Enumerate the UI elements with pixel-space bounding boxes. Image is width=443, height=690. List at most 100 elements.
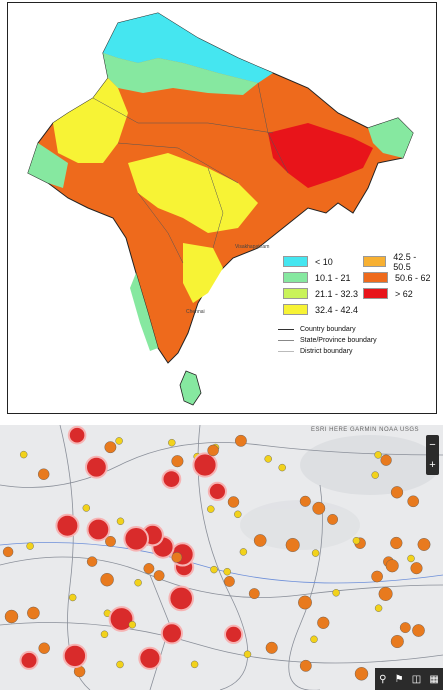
cluster-marker[interactable]	[160, 622, 183, 645]
cluster-marker[interactable]	[417, 538, 431, 551]
cluster-marker[interactable]	[248, 588, 260, 600]
cluster-marker[interactable]	[371, 570, 383, 583]
cluster-marker[interactable]	[68, 593, 77, 602]
cluster-marker[interactable]	[134, 578, 142, 587]
cluster-marker[interactable]	[207, 444, 219, 457]
region-northeast	[368, 118, 413, 158]
cluster-marker[interactable]	[264, 455, 272, 463]
cluster-marker[interactable]	[239, 548, 248, 556]
cluster-marker[interactable]	[85, 455, 108, 479]
cluster-marker[interactable]	[100, 572, 114, 587]
cluster-marker[interactable]	[265, 641, 278, 654]
cluster-marker[interactable]	[161, 469, 182, 489]
cluster-marker[interactable]	[108, 606, 135, 632]
cluster-marker[interactable]	[105, 536, 116, 547]
cluster-map-canvas[interactable]	[0, 425, 443, 690]
cluster-marker[interactable]	[171, 455, 184, 468]
bookmark-icon[interactable]: ⚑	[394, 673, 404, 685]
cluster-marker[interactable]	[168, 585, 194, 612]
cluster-marker[interactable]	[223, 567, 231, 576]
cluster-marker[interactable]	[115, 437, 123, 445]
cluster-marker[interactable]	[299, 495, 311, 507]
cluster-marker[interactable]	[374, 451, 382, 459]
cluster-marker[interactable]	[317, 616, 330, 629]
cluster-marker[interactable]	[82, 504, 91, 512]
cluster-marker[interactable]	[168, 439, 176, 447]
cluster-marker[interactable]	[104, 441, 117, 454]
legend-item: 10.1 - 21	[283, 272, 351, 283]
cluster-marker[interactable]	[62, 643, 88, 669]
legend-item: 32.4 - 42.4	[283, 304, 358, 315]
cluster-marker[interactable]	[100, 630, 109, 639]
cluster-marker[interactable]	[278, 463, 286, 472]
cluster-marker[interactable]	[327, 514, 338, 525]
cluster-marker[interactable]	[234, 510, 242, 519]
cluster-marker[interactable]	[380, 454, 392, 466]
cluster-marker[interactable]	[253, 534, 267, 547]
cluster-marker[interactable]	[86, 517, 111, 542]
cluster-marker[interactable]	[374, 604, 383, 612]
legend-swatch	[363, 256, 387, 267]
cluster-marker[interactable]	[128, 620, 137, 629]
zoom-out-button[interactable]: −	[429, 439, 436, 451]
cluster-marker[interactable]	[310, 635, 318, 644]
cluster-marker[interactable]	[399, 622, 411, 634]
cluster-marker[interactable]	[26, 542, 34, 550]
cluster-marker[interactable]	[390, 536, 403, 550]
cluster-marker[interactable]	[332, 589, 340, 597]
cluster-marker[interactable]	[19, 650, 39, 670]
cluster-marker[interactable]	[192, 452, 218, 478]
cluster-marker[interactable]	[410, 562, 423, 575]
marker-clusters[interactable]	[2, 425, 431, 681]
cluster-marker[interactable]	[67, 425, 87, 445]
cluster-marker[interactable]	[390, 634, 404, 648]
cluster-marker[interactable]	[4, 609, 19, 624]
cluster-marker[interactable]	[153, 570, 165, 582]
cluster-marker[interactable]	[385, 559, 399, 573]
cluster-marker[interactable]	[412, 624, 425, 637]
cluster-marker[interactable]	[38, 642, 50, 654]
cluster-marker[interactable]	[210, 565, 218, 574]
boundary-label: District boundary	[300, 348, 353, 355]
cluster-map-panel[interactable]: ESRI HERE GARMIN NOAA USGS − + ⚲ ⚑ ◫ ▦	[0, 425, 443, 690]
cluster-marker[interactable]	[311, 549, 320, 557]
zoom-control[interactable]: − +	[426, 435, 439, 475]
cluster-marker[interactable]	[223, 575, 235, 587]
map-boundaries	[0, 425, 443, 690]
cluster-marker[interactable]	[207, 505, 215, 513]
cluster-marker[interactable]	[207, 481, 227, 502]
cluster-marker[interactable]	[352, 536, 361, 545]
cluster-marker[interactable]	[390, 486, 404, 499]
cluster-marker[interactable]	[55, 513, 80, 538]
cluster-marker[interactable]	[224, 624, 244, 644]
cluster-marker[interactable]	[138, 646, 162, 670]
zoom-in-button[interactable]: +	[429, 459, 436, 471]
cluster-marker[interactable]	[234, 434, 247, 447]
cluster-marker[interactable]	[143, 563, 155, 574]
cluster-marker[interactable]	[20, 450, 28, 459]
cluster-marker[interactable]	[378, 586, 393, 601]
cluster-marker[interactable]	[27, 606, 40, 620]
cluster-marker[interactable]	[190, 660, 199, 669]
cluster-marker[interactable]	[299, 659, 312, 672]
cluster-marker[interactable]	[86, 556, 98, 567]
cluster-marker[interactable]	[298, 595, 312, 610]
cluster-marker[interactable]	[227, 496, 240, 508]
city-label-chennai: Chennai	[186, 309, 205, 315]
cluster-marker[interactable]	[407, 495, 420, 508]
cluster-marker[interactable]	[38, 468, 50, 480]
cluster-marker[interactable]	[312, 501, 326, 515]
cluster-marker[interactable]	[354, 667, 369, 681]
cluster-marker[interactable]	[123, 526, 149, 552]
cluster-marker[interactable]	[116, 660, 124, 669]
layers-icon[interactable]: ◫	[411, 673, 422, 685]
cluster-marker[interactable]	[171, 552, 183, 563]
pin-icon[interactable]: ⚲	[379, 673, 387, 685]
grid-icon[interactable]: ▦	[429, 673, 439, 685]
cluster-marker[interactable]	[285, 537, 300, 552]
cluster-marker[interactable]	[2, 546, 14, 558]
cluster-marker[interactable]	[116, 517, 125, 526]
cluster-marker[interactable]	[407, 554, 415, 563]
cluster-marker[interactable]	[243, 650, 252, 659]
cluster-marker[interactable]	[371, 471, 379, 479]
